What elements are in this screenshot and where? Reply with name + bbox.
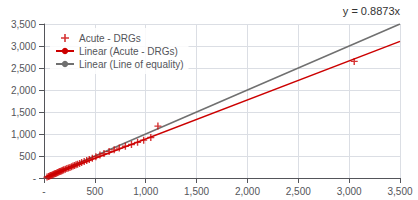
svg-text:y = 0.8873x: y = 0.8873x — [343, 5, 401, 17]
svg-text:-: - — [33, 173, 36, 184]
svg-text:Acute - DRGs: Acute - DRGs — [79, 33, 141, 44]
svg-text:3,000: 3,000 — [337, 186, 362, 197]
svg-text:3,500: 3,500 — [11, 19, 36, 30]
svg-text:2,500: 2,500 — [11, 63, 36, 74]
svg-text:500: 500 — [87, 186, 104, 197]
svg-text:1,000: 1,000 — [11, 129, 36, 140]
svg-text:Linear (Acute - DRGs): Linear (Acute - DRGs) — [79, 46, 178, 57]
svg-text:-: - — [42, 186, 45, 197]
svg-text:1,500: 1,500 — [184, 186, 209, 197]
svg-text:500: 500 — [19, 151, 36, 162]
svg-text:1,500: 1,500 — [11, 107, 36, 118]
svg-text:3,000: 3,000 — [11, 41, 36, 52]
svg-text:1,000: 1,000 — [133, 186, 158, 197]
svg-text:Linear (Line of equality): Linear (Line of equality) — [79, 59, 184, 70]
svg-text:2,500: 2,500 — [286, 186, 311, 197]
svg-text:3,500: 3,500 — [387, 186, 412, 197]
svg-text:2,000: 2,000 — [235, 186, 260, 197]
svg-text:2,000: 2,000 — [11, 85, 36, 96]
